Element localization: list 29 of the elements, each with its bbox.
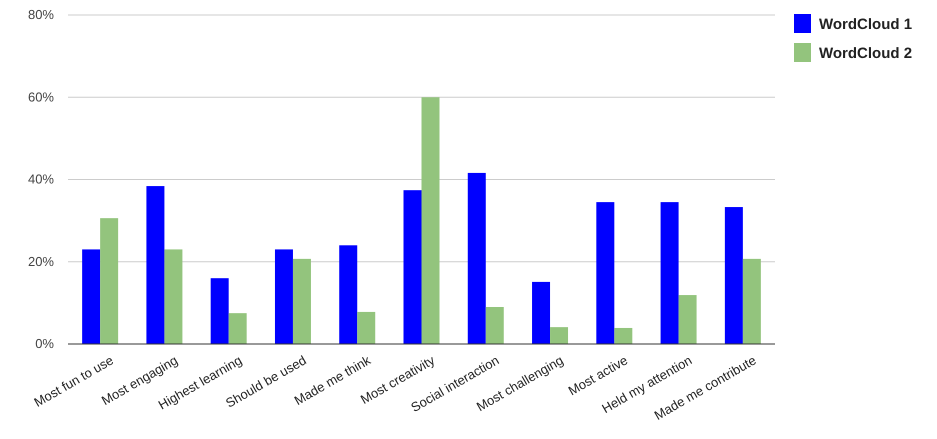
legend-label: WordCloud 2: [819, 45, 912, 62]
bar: [292, 258, 311, 344]
bar: [339, 245, 358, 344]
bar: [724, 207, 743, 344]
y-tick-label: 20%: [28, 254, 54, 269]
bar: [486, 306, 504, 344]
bar: [422, 97, 440, 344]
bar: [468, 172, 486, 344]
bar: [660, 202, 679, 344]
bar: [404, 190, 422, 344]
legend-label: WordCloud 1: [819, 16, 912, 33]
bar: [82, 249, 100, 344]
bar: [532, 282, 550, 344]
bar: [164, 249, 182, 344]
bar: [146, 186, 164, 344]
y-tick-label: 80%: [28, 7, 54, 22]
bar: [210, 278, 229, 344]
y-tick-label: 40%: [28, 172, 54, 187]
bar: [550, 327, 568, 344]
bar: [596, 202, 614, 344]
bar: [274, 249, 293, 344]
bar: [742, 258, 761, 344]
y-tick-label: 60%: [28, 89, 54, 104]
y-tick-label: 0%: [35, 336, 54, 352]
bar: [357, 312, 376, 344]
bar: [228, 313, 247, 344]
bar: [678, 295, 697, 344]
bar: [614, 328, 632, 344]
bar: [100, 218, 118, 344]
